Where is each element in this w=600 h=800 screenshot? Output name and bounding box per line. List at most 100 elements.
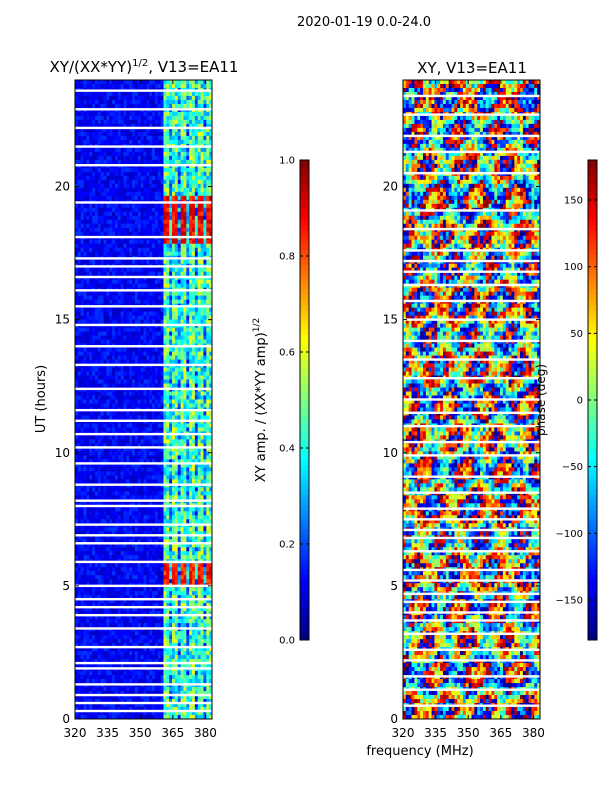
left-heatmap-cell <box>124 348 127 352</box>
left-heatmap-cell <box>181 148 184 152</box>
left-heatmap-cell <box>178 208 181 212</box>
left-heatmap-cell <box>115 180 118 184</box>
left-heatmap-cell <box>101 292 104 296</box>
left-heatmap-cell <box>155 415 158 419</box>
left-heatmap-cell <box>169 328 172 332</box>
left-heatmap-cell <box>198 300 201 304</box>
left-heatmap-cell <box>183 96 186 100</box>
left-heatmap-cell <box>124 196 127 200</box>
left-heatmap-cell <box>166 220 169 224</box>
left-heatmap-cell <box>198 340 201 344</box>
left-heatmap-cell <box>178 396 181 400</box>
left-heatmap-cell <box>169 120 172 124</box>
left-heatmap-cell <box>198 160 201 164</box>
left-heatmap-cell <box>101 400 104 404</box>
left-heatmap-cell <box>104 136 107 140</box>
left-heatmap-cell <box>121 439 124 443</box>
left-heatmap-cell <box>186 132 189 136</box>
left-heatmap-cell <box>109 216 112 220</box>
left-heatmap-cell <box>104 380 107 384</box>
left-heatmap-cell <box>132 252 135 256</box>
left-heatmap-cell <box>98 296 101 300</box>
left-heatmap-cell <box>183 100 186 104</box>
left-heatmap-cell <box>192 415 195 419</box>
left-heatmap-cell <box>92 487 95 491</box>
left-heatmap-cell <box>183 332 186 336</box>
left-heatmap-cell <box>178 360 181 364</box>
left-heatmap-cell <box>175 360 178 364</box>
left-title-tail: , V13=EA11 <box>148 58 238 76</box>
left-heatmap-cell <box>166 240 169 244</box>
left-heatmap-cell <box>89 368 92 372</box>
left-heatmap-cell <box>192 479 195 483</box>
left-heatmap-cell <box>98 212 101 216</box>
left-heatmap-cell <box>169 392 172 396</box>
left-heatmap-cell <box>135 216 138 220</box>
left-heatmap-cell <box>161 372 164 376</box>
left-heatmap-cell <box>186 156 189 160</box>
left-heatmap-cell <box>161 196 164 200</box>
left-heatmap-cell <box>101 487 104 491</box>
left-heatmap-cell <box>158 352 161 356</box>
left-heatmap-cell <box>183 196 186 200</box>
left-heatmap-cell <box>135 376 138 380</box>
left-heatmap-cell <box>135 180 138 184</box>
left-heatmap-cell <box>132 308 135 312</box>
left-heatmap-cell <box>89 84 92 88</box>
left-heatmap-cell <box>144 384 147 388</box>
left-heatmap-cell <box>106 248 109 252</box>
left-heatmap-cell <box>198 411 201 415</box>
left-heatmap-cell <box>181 467 184 471</box>
left-heatmap-cell <box>135 248 138 252</box>
left-heatmap-cell <box>149 216 152 220</box>
left-heatmap-cell <box>161 104 164 108</box>
left-heatmap-cell <box>86 220 89 224</box>
left-heatmap-cell <box>121 340 124 344</box>
left-heatmap-cell <box>118 451 121 455</box>
left-heatmap-cell <box>135 168 138 172</box>
left-heatmap-cell <box>201 152 204 156</box>
left-heatmap-cell <box>141 120 144 124</box>
left-heatmap-cell <box>118 340 121 344</box>
left-heatmap-cell <box>132 248 135 252</box>
left-heatmap-cell <box>124 308 127 312</box>
left-heatmap-cell <box>149 208 152 212</box>
left-heatmap-cell <box>132 80 135 84</box>
left-heatmap-cell <box>201 232 204 236</box>
left-heatmap-cell <box>163 188 166 192</box>
left-heatmap-cell <box>203 188 206 192</box>
left-heatmap-cell <box>112 212 115 216</box>
left-heatmap-cell <box>183 415 186 419</box>
left-heatmap-cell <box>203 196 206 200</box>
left-heatmap-cell <box>138 228 141 232</box>
left-heatmap-cell <box>172 160 175 164</box>
left-heatmap-cell <box>166 188 169 192</box>
left-heatmap-cell <box>198 224 201 228</box>
left-heatmap-cell <box>126 284 129 288</box>
left-heatmap-cell <box>152 296 155 300</box>
left-heatmap-cell <box>152 140 155 144</box>
left-heatmap-cell <box>92 224 95 228</box>
left-heatmap-cell <box>106 224 109 228</box>
left-heatmap-cell <box>146 332 149 336</box>
left-heatmap-cell <box>135 176 138 180</box>
left-heatmap-cell <box>195 316 198 320</box>
left-heatmap-cell <box>152 184 155 188</box>
left-heatmap-cell <box>129 252 132 256</box>
left-heatmap-cell <box>106 180 109 184</box>
left-heatmap-cell <box>106 140 109 144</box>
left-heatmap-cell <box>81 392 84 396</box>
left-heatmap-cell <box>129 272 132 276</box>
left-heatmap-cell <box>172 272 175 276</box>
left-heatmap-cell <box>115 284 118 288</box>
left-heatmap-cell <box>124 411 127 415</box>
left-heatmap-cell <box>129 403 132 407</box>
left-heatmap-cell <box>152 368 155 372</box>
left-heatmap-cell <box>166 120 169 124</box>
left-heatmap-cell <box>112 132 115 136</box>
left-heatmap-cell <box>146 475 149 479</box>
left-heatmap-cell <box>192 336 195 340</box>
left-heatmap-cell <box>86 156 89 160</box>
left-heatmap-cell <box>198 479 201 483</box>
left-heatmap-cell <box>146 280 149 284</box>
